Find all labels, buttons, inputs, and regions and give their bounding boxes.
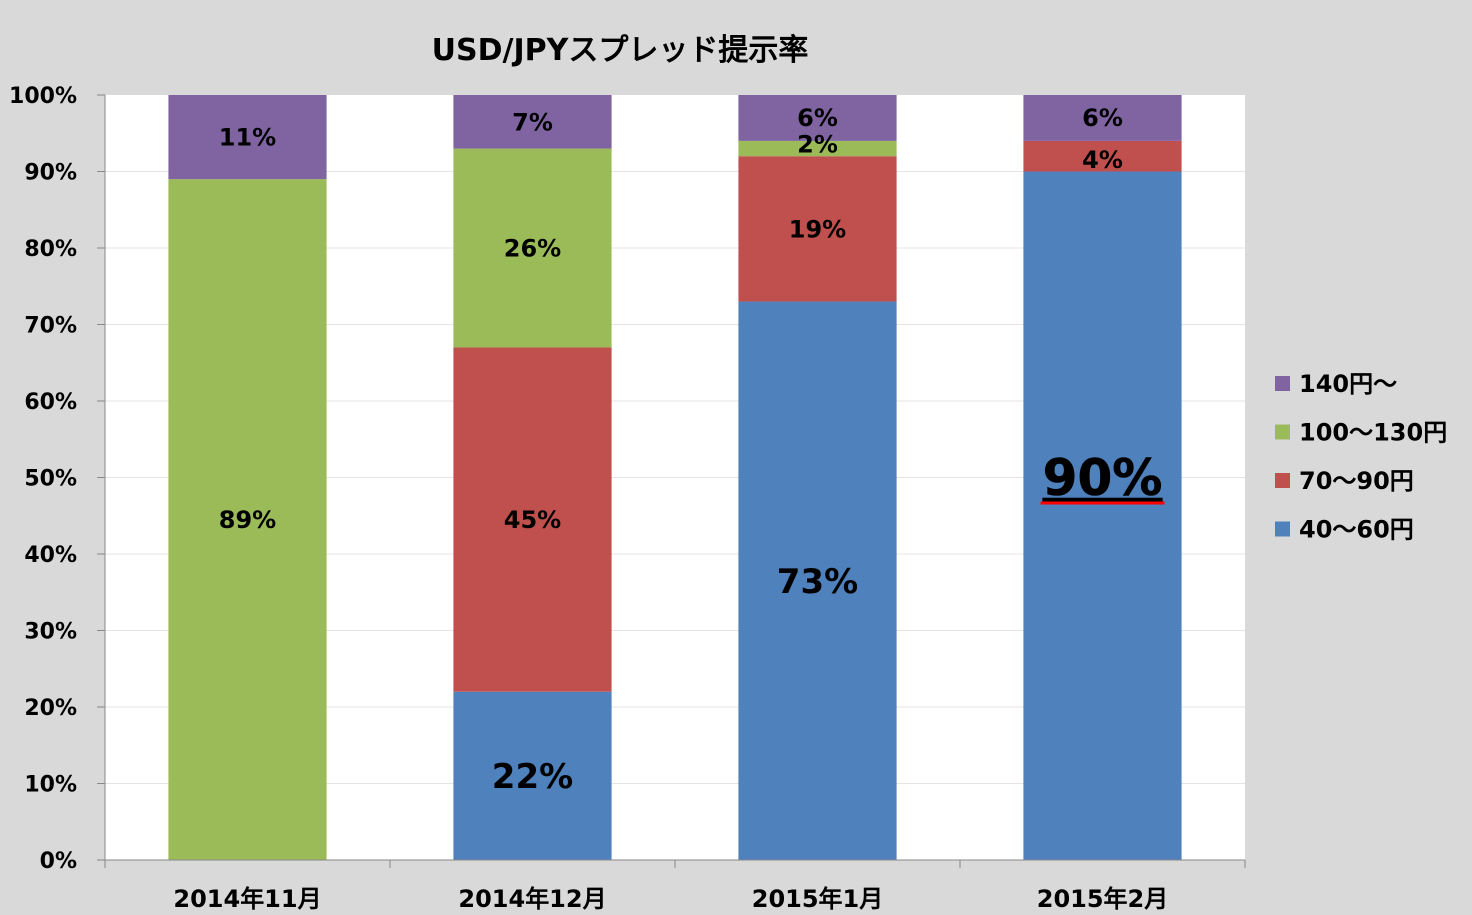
- bar-segment: [1023, 171, 1182, 860]
- y-tick-label: 80%: [24, 237, 77, 262]
- bar-segment: [453, 148, 612, 348]
- legend-label: 40～60円: [1299, 516, 1414, 544]
- y-tick-label: 0%: [40, 849, 77, 874]
- legend-label: 70～90円: [1299, 467, 1414, 495]
- y-tick-label: 90%: [24, 161, 77, 186]
- y-tick-label: 100%: [9, 84, 77, 109]
- bar-segment: [738, 301, 897, 860]
- data-label: 7%: [512, 108, 553, 136]
- y-tick-label: 40%: [24, 543, 77, 568]
- data-label: 45%: [504, 506, 561, 534]
- legend-swatch: [1275, 424, 1290, 440]
- legend: 140円～ 100～130円 70～90円 40～60円: [1275, 370, 1447, 544]
- data-label: 4%: [1082, 146, 1123, 174]
- x-tick-label: 2015年1月: [752, 885, 884, 913]
- axes: 0% 10% 20% 30% 40% 50% 60% 70% 80% 90% 100% 2014年11…: [9, 84, 1246, 913]
- chart-title: USD/JPYスプレッド提示率: [432, 33, 809, 68]
- bars: [168, 95, 1182, 860]
- data-label: 2%: [797, 131, 838, 159]
- data-label: 6%: [1082, 104, 1123, 132]
- bar-segment: [738, 156, 897, 302]
- data-label: 26%: [504, 235, 561, 263]
- y-tick-label: 60%: [24, 390, 77, 415]
- data-labels: 89%11%22%45%26%7%73%19%2%6%90%4%6%: [219, 104, 1165, 797]
- bar-segment: [738, 140, 897, 157]
- data-label: 6%: [797, 104, 838, 132]
- bar-segment: [168, 95, 327, 180]
- data-label: 89%: [219, 506, 276, 534]
- legend-label: 100～130円: [1299, 419, 1447, 447]
- legend-label: 140円～: [1299, 370, 1397, 398]
- y-tick-label: 20%: [24, 696, 77, 721]
- bar-segment: [1023, 140, 1182, 172]
- bar-segment: [453, 95, 612, 149]
- legend-swatch: [1275, 521, 1290, 537]
- bar-segment: [168, 179, 327, 860]
- x-tick-label: 2015年2月: [1037, 885, 1169, 913]
- data-label: 11%: [219, 124, 276, 152]
- x-tick-label: 2014年12月: [458, 885, 606, 913]
- y-tick-label: 70%: [24, 314, 77, 339]
- legend-swatch: [1275, 376, 1290, 391]
- legend-swatch: [1275, 473, 1290, 488]
- data-label: 73%: [777, 562, 858, 602]
- x-tick-label: 2014年11月: [173, 885, 321, 913]
- bar-segment: [453, 347, 612, 692]
- y-tick-label: 30%: [24, 620, 77, 645]
- highlight-data-label: 90%: [1043, 449, 1163, 507]
- y-tick-label: 50%: [24, 467, 77, 492]
- bar-segment: [453, 691, 612, 860]
- bar-segment: [1023, 95, 1182, 141]
- data-label: 22%: [492, 757, 573, 797]
- y-tick-label: 10%: [24, 773, 77, 798]
- bar-segment: [738, 95, 897, 141]
- data-label: 19%: [789, 216, 846, 244]
